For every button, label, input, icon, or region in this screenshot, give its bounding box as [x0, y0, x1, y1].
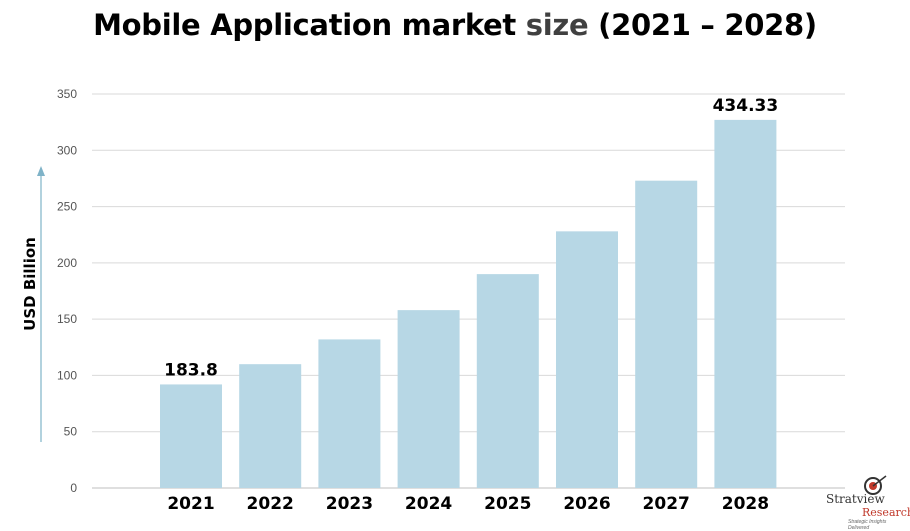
x-tick-label: 2022: [247, 494, 294, 514]
y-tick-label: 200: [57, 256, 77, 270]
bar-2021: [160, 384, 222, 488]
x-tick-label: 2025: [484, 494, 531, 514]
bar-2024: [397, 310, 460, 488]
bar-2022: [239, 364, 302, 488]
bar-2027: [635, 180, 698, 488]
bars: [160, 119, 777, 489]
x-tick-label: 2024: [405, 494, 452, 514]
x-tick-label: 2028: [722, 494, 769, 514]
logo-name-line1: Stratview: [826, 492, 885, 506]
y-tick-label: 100: [57, 368, 77, 382]
y-tick-label: 250: [57, 200, 77, 214]
title-size: size: [525, 8, 589, 42]
bar-2026: [556, 231, 618, 488]
title-main: Mobile Application market: [93, 8, 516, 42]
y-tick-labels: 0 50 100 150 200 250 300 350: [57, 87, 77, 495]
data-label-2021: 183.8: [164, 360, 218, 380]
stratview-logo: Stratview Research Strategic Insights De…: [812, 474, 910, 531]
y-axis-arrow-head: [37, 166, 45, 176]
logo-name-line2: Research: [862, 506, 910, 519]
chart-title: Mobile Application market size (2021 – 2…: [0, 8, 910, 42]
y-axis-label: USD Billion: [21, 237, 39, 331]
y-tick-label: 150: [57, 312, 77, 326]
y-tick-label: 300: [57, 143, 77, 157]
bar-2023: [318, 339, 381, 488]
x-tick-label: 2021: [167, 494, 214, 514]
logo-tagline: Strategic Insights Delivered: [848, 519, 887, 531]
x-tick-label: 2026: [563, 494, 610, 514]
bar-2025: [476, 274, 539, 488]
data-label-2028: 434.33: [713, 96, 779, 116]
logo-mark-icon: [864, 475, 887, 495]
x-tick-label: 2023: [326, 494, 373, 514]
title-range: (2021 – 2028): [598, 8, 817, 42]
x-tick-label: 2027: [643, 494, 690, 514]
y-tick-label: 50: [64, 425, 78, 439]
y-axis-title-group: USD Billion: [21, 166, 45, 442]
bar-2028: [714, 119, 777, 489]
y-tick-label: 0: [70, 481, 77, 495]
data-labels: 183.8 434.33: [164, 96, 778, 381]
x-tick-labels: 2021 2022 2023 2024 2025 2026 2027 2028: [167, 494, 769, 514]
y-tick-label: 350: [57, 87, 77, 101]
